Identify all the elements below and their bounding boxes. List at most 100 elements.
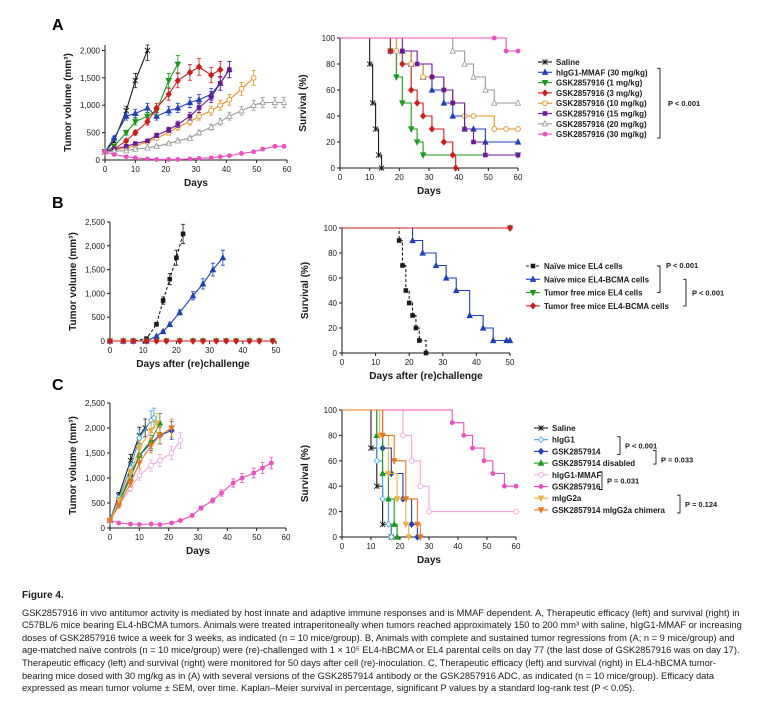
panel-label: A <box>52 17 64 34</box>
series-na-ve-mice-el4-cells <box>107 223 186 344</box>
significance-bracket <box>653 449 657 465</box>
data-point <box>159 327 167 335</box>
data-point <box>174 136 182 144</box>
survival-gsk2857916-30-mg-kg- <box>340 35 521 54</box>
data-point <box>176 337 183 345</box>
data-point <box>393 74 400 81</box>
data-point <box>239 151 244 156</box>
data-point <box>385 495 392 502</box>
data-point <box>271 98 279 106</box>
data-point <box>379 521 386 528</box>
y-tick-label: 40 <box>328 482 337 491</box>
y-axis-title: Survival (%) <box>300 445 311 502</box>
data-point <box>470 113 477 119</box>
data-point <box>449 151 456 159</box>
legend-marker <box>537 459 545 466</box>
data-point <box>195 128 203 136</box>
data-point <box>491 35 497 41</box>
x-axis-title: Days <box>417 186 441 197</box>
data-point <box>127 470 134 477</box>
data-point <box>419 112 427 120</box>
data-point <box>390 458 398 465</box>
p-value-label: P = 0.033 <box>661 455 693 464</box>
data-point <box>169 520 175 526</box>
data-point <box>260 146 266 152</box>
data-point <box>385 520 392 528</box>
data-point <box>123 137 130 145</box>
data-point <box>102 149 108 155</box>
y-tick-label: 500 <box>92 313 106 322</box>
legend-marker <box>541 68 549 75</box>
data-point <box>379 469 386 477</box>
data-point <box>405 534 412 541</box>
data-point <box>408 86 415 94</box>
data-point <box>166 127 171 133</box>
series-gsk2857916-3-mg-kg- <box>101 58 224 156</box>
survival-step-line <box>340 37 518 156</box>
data-point <box>145 156 150 162</box>
data-point <box>503 48 509 54</box>
legend-label: hIgG1-MMAF <box>552 471 601 480</box>
data-point <box>153 420 161 427</box>
data-point <box>186 68 194 76</box>
x-tick-label: 20 <box>164 533 173 542</box>
data-point <box>111 152 117 157</box>
data-point <box>227 67 232 72</box>
data-point <box>269 337 276 345</box>
data-point <box>471 139 476 145</box>
x-tick-label: 50 <box>506 358 515 367</box>
data-point <box>217 81 223 86</box>
data-point <box>233 337 240 345</box>
x-tick-label: 20 <box>395 173 404 182</box>
data-point <box>441 87 447 93</box>
data-point <box>153 142 160 149</box>
p-value-label: P < 0.001 <box>692 289 724 298</box>
x-tick-label: 50 <box>483 542 492 551</box>
data-point <box>450 100 456 106</box>
data-point <box>115 502 123 510</box>
data-point <box>153 104 160 112</box>
legend-label: GSK2857916 (30 mg/kg) <box>556 130 647 139</box>
y-tick-label: 1,500 <box>85 266 106 275</box>
x-tick-label: 30 <box>438 358 447 367</box>
data-point <box>154 322 159 327</box>
data-point <box>154 157 159 162</box>
series-line <box>104 66 221 153</box>
data-point <box>250 101 257 108</box>
data-point <box>413 325 419 331</box>
survival-step-line <box>340 37 383 168</box>
x-tick-label: 0 <box>340 542 345 551</box>
legend-label: Naïve mice EL4-BCMA cells <box>544 275 650 284</box>
y-tick-label: 1,500 <box>80 74 101 83</box>
data-point <box>133 141 138 146</box>
y-axis-title: Tumor volume (mm³) <box>68 416 79 515</box>
data-point <box>122 146 130 154</box>
survival-gsk2857916-1-mg-kg- <box>340 37 522 159</box>
survival-gsk2857916-3-mg-kg- <box>340 37 459 172</box>
data-point <box>123 154 129 160</box>
y-tick-label: 2,500 <box>85 218 106 227</box>
legend-marker <box>542 111 548 116</box>
x-tick-label: 10 <box>131 165 140 174</box>
x-tick-label: 0 <box>108 346 113 355</box>
x-tick-label: 0 <box>108 533 113 542</box>
y-axis-title: Tumor volume (mm³) <box>68 232 79 331</box>
x-tick-label: 50 <box>252 533 261 542</box>
survival-step-line <box>342 227 510 342</box>
data-point <box>208 107 215 114</box>
y-tick-label: 80 <box>326 60 335 69</box>
data-point <box>165 139 172 147</box>
data-point <box>166 320 174 327</box>
data-point <box>408 520 415 528</box>
data-point <box>428 86 436 93</box>
data-point <box>393 533 401 540</box>
data-point <box>393 48 400 54</box>
data-point <box>513 483 519 489</box>
survival-gsk2857914-migg2a-chimera <box>342 409 424 541</box>
data-point <box>144 104 151 111</box>
data-point <box>388 533 395 541</box>
y-tick-label: 1,500 <box>85 449 106 458</box>
data-point <box>160 298 166 303</box>
